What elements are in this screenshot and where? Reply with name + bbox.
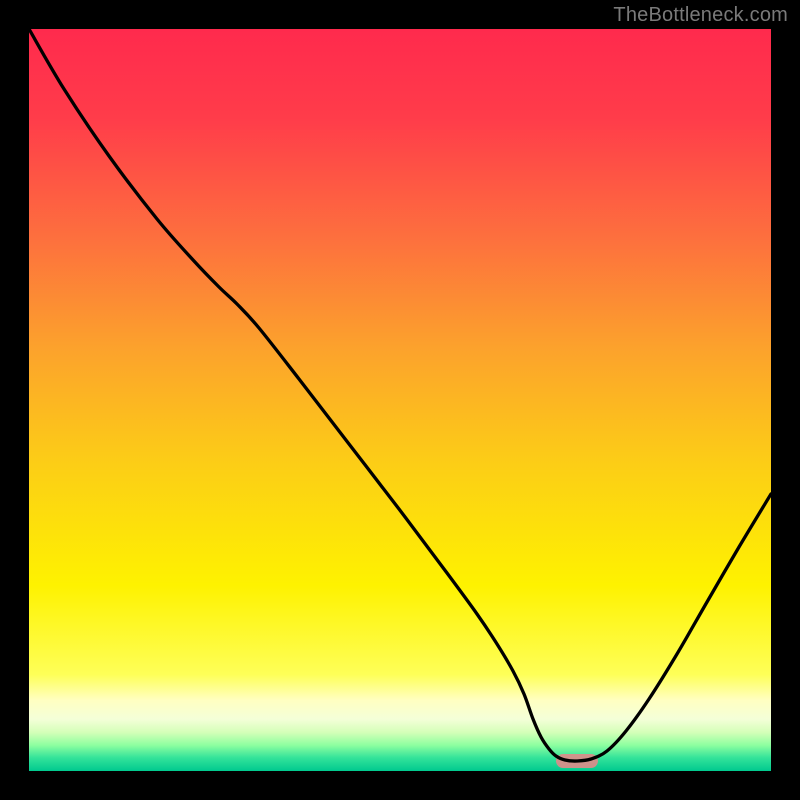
watermark-text: TheBottleneck.com [613, 4, 788, 27]
plot-area [29, 29, 771, 771]
bottleneck-curve [29, 29, 771, 771]
